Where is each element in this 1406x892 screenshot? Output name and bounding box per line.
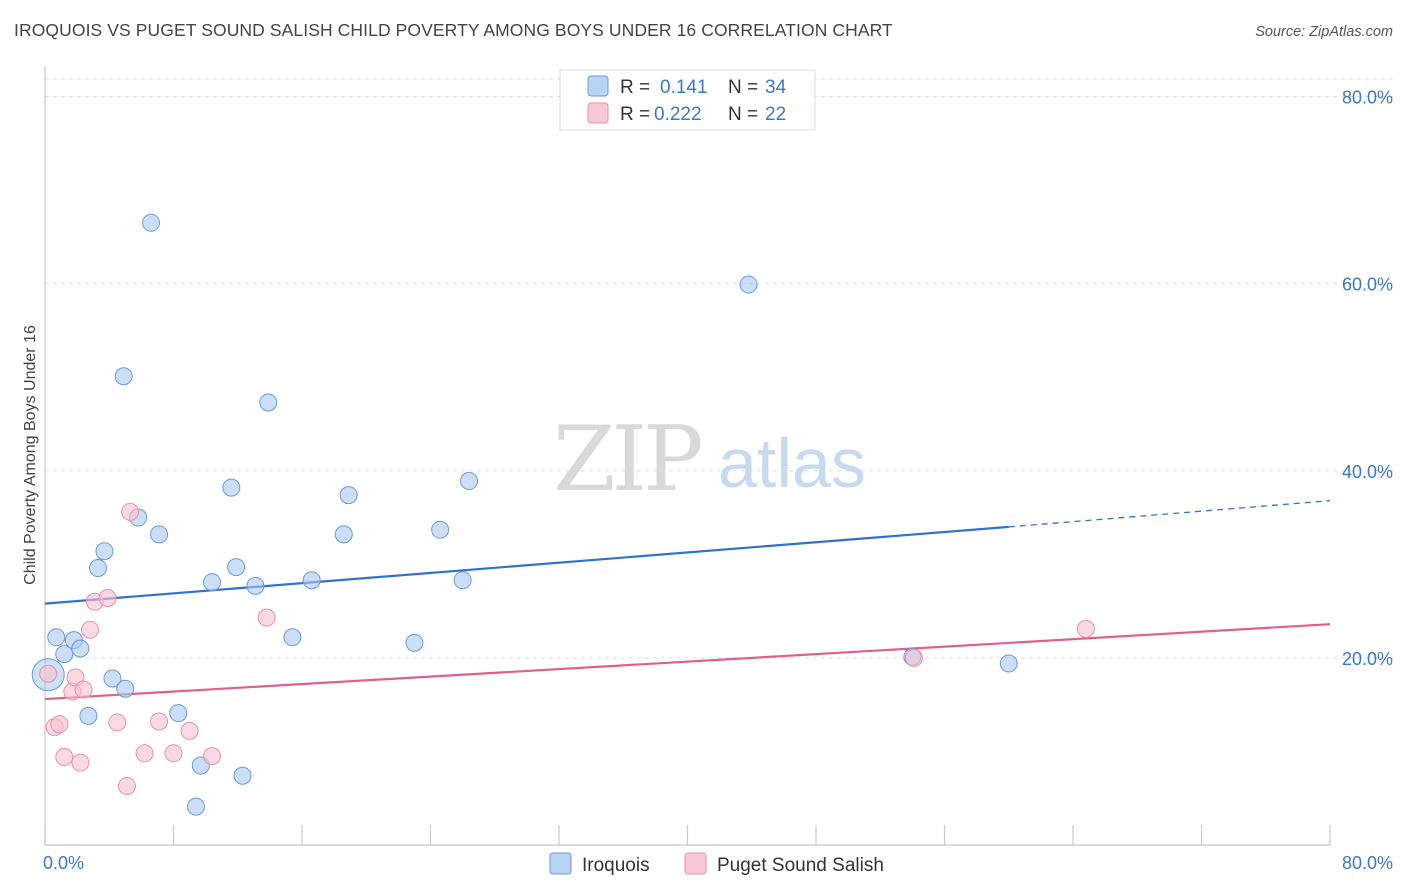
data-point — [203, 747, 222, 766]
watermark: ZIP atlas — [553, 407, 866, 512]
data-point — [904, 648, 923, 667]
stats-r-label-1: R = — [620, 77, 650, 98]
stats-n-value-puget: 22 — [765, 104, 786, 125]
chart-title: IROQUOIS VS PUGET SOUND SALISH CHILD POV… — [14, 20, 893, 40]
y-tick-label-40: 40.0% — [1342, 462, 1393, 482]
watermark-atlas: atlas — [718, 424, 866, 502]
data-points — [31, 213, 1095, 816]
data-point — [431, 520, 450, 539]
data-point — [142, 213, 161, 232]
data-point — [222, 478, 241, 497]
data-point — [150, 525, 169, 544]
legend-label-puget: Puget Sound Salish — [717, 855, 884, 876]
y-tick-label-80: 80.0% — [1342, 88, 1393, 108]
data-point — [117, 777, 136, 796]
data-point — [108, 713, 127, 732]
data-point — [227, 558, 246, 577]
data-point — [95, 542, 114, 561]
data-point — [203, 573, 222, 592]
data-point — [453, 571, 472, 590]
y-tick-label-60: 60.0% — [1342, 275, 1393, 295]
data-point — [460, 472, 479, 491]
data-point — [999, 654, 1018, 673]
source-label: Source: ZipAtlas.com — [1255, 24, 1393, 40]
axes — [44, 66, 1331, 846]
x-tick-labels: 0.0% 80.0% — [43, 853, 1393, 873]
data-point — [257, 608, 276, 627]
data-point — [71, 639, 90, 658]
data-point — [50, 715, 69, 734]
data-point — [55, 748, 74, 767]
data-point — [80, 620, 99, 639]
trend-line-extension-series-0 — [1008, 500, 1331, 528]
data-point — [339, 486, 358, 505]
watermark-zip: ZIP — [553, 407, 701, 512]
y-tick-label-20: 20.0% — [1342, 649, 1393, 669]
series-legend: Iroquois Puget Sound Salish — [549, 852, 884, 876]
stats-n-label-1: N = — [728, 77, 758, 98]
stats-n-value-iroquois: 34 — [765, 77, 787, 98]
data-point — [103, 669, 122, 688]
legend-label-iroquois: Iroquois — [582, 855, 650, 876]
y-axis-title: Child Poverty Among Boys Under 16 — [22, 325, 39, 585]
stats-n-label-2: N = — [728, 104, 758, 125]
legend-swatch-puget — [684, 852, 707, 875]
data-point — [169, 704, 188, 723]
data-point — [55, 645, 74, 664]
legend-swatch-iroquois — [549, 852, 572, 875]
stats-r-value-iroquois: 0.141 — [660, 77, 708, 98]
gridlines — [45, 78, 1395, 659]
data-point — [121, 502, 140, 521]
data-point — [739, 275, 758, 294]
data-point — [71, 753, 90, 772]
series-1-points — [39, 502, 1095, 796]
data-point — [74, 680, 93, 699]
stats-r-value-puget: 0.222 — [654, 104, 702, 125]
data-point — [39, 664, 58, 683]
data-point — [116, 679, 135, 698]
stats-legend-swatch-iroquois — [587, 75, 609, 97]
data-point — [135, 744, 154, 763]
stats-legend-swatch-puget — [587, 102, 609, 124]
trend-line-series-0 — [44, 525, 1009, 605]
data-point — [405, 633, 424, 652]
data-point — [302, 571, 321, 590]
data-point — [259, 393, 278, 412]
data-point — [283, 628, 302, 647]
data-point — [186, 797, 205, 816]
trend-lines — [44, 500, 1331, 701]
series-0-points — [31, 213, 1018, 816]
data-point — [180, 721, 199, 740]
data-point — [246, 576, 265, 595]
data-point — [334, 525, 353, 544]
stats-r-label-2: R = — [620, 104, 650, 125]
data-point — [1076, 619, 1095, 638]
data-point — [47, 628, 66, 647]
y-tick-labels: 20.0% 40.0% 60.0% 80.0% — [1342, 88, 1393, 669]
data-point — [89, 559, 108, 578]
data-point — [114, 367, 133, 386]
data-point — [164, 744, 183, 763]
x-tick-label-min: 0.0% — [43, 853, 84, 873]
stats-legend: R = 0.141 N = 34 R = 0.222 N = 22 — [559, 69, 816, 131]
data-point — [233, 766, 252, 785]
x-tick-label-max: 80.0% — [1342, 853, 1393, 873]
data-point — [98, 588, 117, 607]
data-point — [79, 706, 98, 725]
trend-line-series-1 — [44, 623, 1331, 701]
data-point — [150, 712, 169, 731]
